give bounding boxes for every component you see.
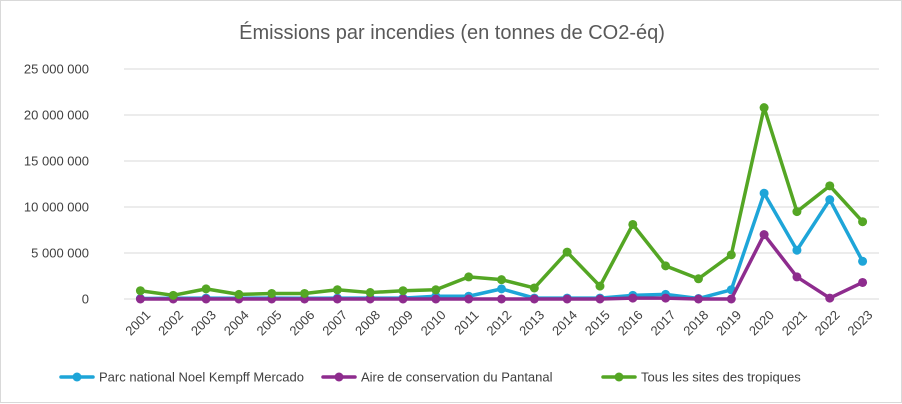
data-point bbox=[135, 294, 145, 304]
data-point bbox=[595, 281, 605, 291]
data-point bbox=[562, 247, 572, 257]
x-tick-label: 2012 bbox=[483, 307, 514, 338]
legend-item: Aire de conservation du Pantanal bbox=[321, 370, 553, 385]
data-point bbox=[497, 294, 506, 304]
data-point bbox=[693, 274, 703, 284]
data-point bbox=[628, 219, 638, 229]
legend-item: Tous les sites des tropiques bbox=[601, 370, 801, 385]
legend-swatch-marker bbox=[72, 372, 82, 382]
data-point bbox=[858, 277, 868, 287]
legend-label: Aire de conservation du Pantanal bbox=[361, 370, 553, 385]
x-tick-label: 2018 bbox=[680, 307, 711, 338]
x-tick-label: 2010 bbox=[418, 307, 449, 338]
data-point bbox=[825, 195, 835, 205]
series-group bbox=[135, 230, 868, 304]
data-point bbox=[497, 284, 506, 294]
data-point bbox=[759, 230, 769, 240]
data-point bbox=[661, 261, 671, 271]
data-point bbox=[431, 294, 441, 304]
data-point bbox=[825, 293, 835, 303]
data-point bbox=[792, 207, 802, 217]
data-point bbox=[201, 294, 211, 304]
legend-swatch-marker bbox=[334, 372, 344, 382]
legend-label: Parc national Noel Kempff Mercado bbox=[99, 370, 304, 385]
data-point bbox=[332, 285, 342, 295]
legend-label: Tous les sites des tropiques bbox=[641, 370, 801, 385]
data-point bbox=[562, 294, 572, 304]
y-tick-label: 20 000 000 bbox=[24, 108, 89, 123]
data-point bbox=[726, 294, 736, 304]
y-tick-label: 15 000 000 bbox=[24, 154, 89, 169]
data-point bbox=[267, 288, 277, 298]
data-point bbox=[201, 284, 211, 294]
data-point bbox=[628, 293, 638, 303]
chart-title: Émissions par incendies (en tonnes de CO… bbox=[239, 21, 665, 44]
series-line bbox=[138, 105, 865, 298]
data-point bbox=[300, 288, 310, 298]
series-group bbox=[135, 103, 868, 300]
x-tick-label: 2017 bbox=[647, 307, 678, 338]
x-tick-label: 2002 bbox=[155, 307, 186, 338]
x-tick-label: 2006 bbox=[286, 307, 317, 338]
data-point bbox=[234, 289, 244, 299]
data-point bbox=[497, 275, 506, 285]
data-point bbox=[464, 294, 474, 304]
x-tick-label: 2007 bbox=[319, 307, 350, 338]
legend-item: Parc national Noel Kempff Mercado bbox=[59, 370, 304, 385]
data-point bbox=[365, 294, 375, 304]
y-tick-label: 25 000 000 bbox=[24, 62, 89, 77]
data-point bbox=[825, 181, 835, 191]
data-point bbox=[431, 285, 441, 295]
x-tick-label: 2011 bbox=[451, 307, 481, 337]
x-tick-label: 2015 bbox=[582, 307, 613, 338]
data-point bbox=[365, 288, 375, 298]
data-point bbox=[858, 217, 868, 227]
x-tick-label: 2013 bbox=[516, 307, 547, 338]
data-point bbox=[464, 272, 474, 282]
legend-swatch-marker bbox=[614, 372, 624, 382]
data-point bbox=[398, 294, 408, 304]
data-point bbox=[792, 245, 802, 255]
data-point bbox=[759, 188, 769, 198]
x-tick-label: 2001 bbox=[122, 307, 153, 338]
data-point bbox=[168, 290, 178, 300]
data-point bbox=[398, 286, 408, 296]
x-tick-label: 2009 bbox=[385, 307, 416, 338]
data-point bbox=[693, 294, 703, 304]
data-point bbox=[595, 294, 605, 304]
x-tick-label: 2005 bbox=[254, 307, 285, 338]
data-point bbox=[858, 256, 868, 266]
x-tick-label: 2021 bbox=[779, 307, 810, 338]
x-tick-label: 2023 bbox=[844, 307, 875, 338]
data-point bbox=[661, 293, 671, 303]
x-tick-label: 2014 bbox=[549, 307, 580, 338]
x-tick-label: 2022 bbox=[812, 307, 843, 338]
x-tick-label: 2003 bbox=[188, 307, 219, 338]
x-tick-label: 2004 bbox=[221, 307, 252, 338]
y-tick-label: 10 000 000 bbox=[24, 200, 89, 215]
y-tick-label: 0 bbox=[82, 292, 89, 307]
data-point bbox=[529, 294, 539, 304]
x-tick-label: 2016 bbox=[615, 307, 646, 338]
x-tick-label: 2019 bbox=[713, 307, 744, 338]
data-point bbox=[135, 286, 145, 296]
data-point bbox=[726, 250, 736, 260]
data-point bbox=[332, 294, 342, 304]
x-tick-label: 2020 bbox=[746, 307, 777, 338]
data-point bbox=[759, 103, 769, 113]
data-point bbox=[792, 272, 802, 282]
y-tick-label: 5 000 000 bbox=[31, 246, 89, 261]
data-point bbox=[529, 283, 539, 293]
x-tick-label: 2008 bbox=[352, 307, 383, 338]
